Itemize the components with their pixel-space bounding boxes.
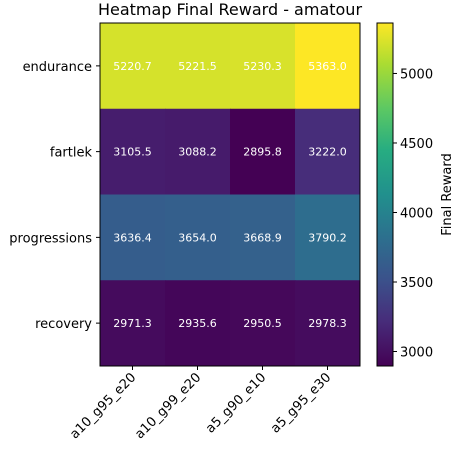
colorbar-tick-label: 3000 xyxy=(400,346,433,361)
heatmap-cell xyxy=(165,280,231,367)
cell-value-label: 3790.2 xyxy=(308,231,347,244)
heatmap-cell xyxy=(295,108,361,195)
y-tick-label: fartlek xyxy=(50,146,93,161)
colorbar xyxy=(376,22,394,367)
cell-value-label: 3222.0 xyxy=(308,146,347,159)
cell-value-label: 2895.8 xyxy=(243,146,282,159)
cell-value-label: 2935.6 xyxy=(178,317,217,330)
chart-title: Heatmap Final Reward - amatour xyxy=(98,0,362,19)
heatmap-cell xyxy=(100,194,166,281)
y-tick-label: progressions xyxy=(9,231,92,246)
heatmap-cell xyxy=(100,23,166,110)
cell-value-label: 3636.4 xyxy=(113,231,152,244)
cell-value-label: 2950.5 xyxy=(243,317,282,330)
heatmap-cell xyxy=(165,108,231,195)
y-tick-label: recovery xyxy=(35,317,92,332)
cell-value-label: 5221.5 xyxy=(178,60,217,73)
x-tick-label: a10_g99_e20 xyxy=(132,370,204,442)
colorbar-tick-label: 3500 xyxy=(400,276,433,291)
colorbar-tick-label: 4500 xyxy=(400,137,433,152)
heatmap-cell xyxy=(295,23,361,110)
cell-value-label: 5363.0 xyxy=(308,60,347,73)
heatmap-cell xyxy=(100,108,166,195)
heatmap-cell xyxy=(230,108,296,195)
heatmap-cells: 5220.7 5221.5 5230.3 5363.0 3105.5 3088.2 2895… xyxy=(100,23,361,367)
heatmap-cell xyxy=(295,194,361,281)
plot-frame xyxy=(99,22,361,367)
heatmap-cell xyxy=(295,280,361,367)
heatmap-cell xyxy=(100,280,166,367)
cell-value-label: 3088.2 xyxy=(178,146,217,159)
x-tick-label: a10_g95_e20 xyxy=(67,370,139,442)
colorbar-ticks: 3000 3500 4000 4500 5000 xyxy=(393,67,433,361)
colorbar-tick-label: 5000 xyxy=(400,67,433,82)
y-tick-labels: endurance fartlek progressions recovery xyxy=(9,60,100,332)
x-tick-labels: a10_g95_e20a10_g99_e20a5_g90_e10a5_g95_e… xyxy=(67,366,334,442)
cell-value-label: 3105.5 xyxy=(113,146,152,159)
cell-value-label: 5230.3 xyxy=(243,60,282,73)
cell-value-label: 2978.3 xyxy=(308,317,347,330)
y-tick-label: endurance xyxy=(23,60,92,75)
cell-value-label: 2971.3 xyxy=(113,317,152,330)
heatmap-cell xyxy=(230,194,296,281)
heatmap-cell xyxy=(165,23,231,110)
colorbar-label: Final Reward xyxy=(440,153,455,236)
heatmap-cell xyxy=(230,280,296,367)
cell-value-label: 3668.9 xyxy=(243,231,282,244)
heatmap-cell xyxy=(230,23,296,110)
x-tick-label: a5_g90_e10 xyxy=(203,370,269,436)
x-tick-label: a5_g95_e30 xyxy=(268,370,334,436)
heatmap-cell xyxy=(165,194,231,281)
cell-value-label: 3654.0 xyxy=(178,231,217,244)
colorbar-tick-label: 4000 xyxy=(400,206,433,221)
cell-value-label: 5220.7 xyxy=(113,60,152,73)
